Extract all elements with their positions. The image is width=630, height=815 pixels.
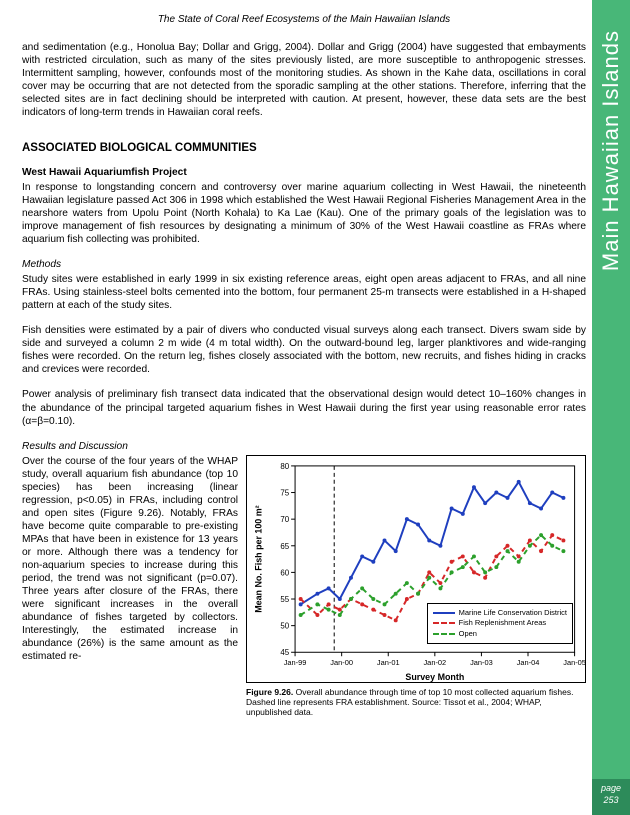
svg-text:75: 75	[280, 488, 289, 497]
methods-p2: Fish densities were estimated by a pair …	[22, 324, 586, 376]
svg-text:Jan-99: Jan-99	[284, 658, 307, 667]
svg-text:Jan-01: Jan-01	[377, 658, 400, 667]
chart-legend: Marine Life Conservation DistrictFish Re…	[427, 603, 573, 644]
figure-container: 45 50 55 60 65 70 75 80 Jan-99 Jan-00 Jan-01 Jan-02…	[246, 455, 586, 718]
subsection-heading: West Hawaii Aquariumfish Project	[22, 166, 586, 179]
running-header: The State of Coral Reef Ecosystems of th…	[22, 14, 586, 27]
figure-caption-bold: Figure 9.26.	[246, 687, 293, 697]
svg-text:Mean No. Fish per 100 m²: Mean No. Fish per 100 m²	[253, 505, 263, 612]
page-word: page	[601, 783, 621, 793]
results-body: Over the course of the four years of the…	[22, 455, 238, 718]
svg-text:Jan-04: Jan-04	[517, 658, 540, 667]
svg-text:45: 45	[280, 648, 289, 657]
subsection-body: In response to longstanding concern and …	[22, 181, 586, 246]
results-heading: Results and Discussion	[22, 440, 586, 453]
figure-caption: Figure 9.26. Overall abundance through t…	[246, 687, 586, 718]
intro-paragraph: and sedimentation (e.g., Honolua Bay; Do…	[22, 41, 586, 119]
methods-p1: Study sites were established in early 19…	[22, 273, 586, 312]
svg-text:Jan-00: Jan-00	[330, 658, 353, 667]
svg-text:Jan-05: Jan-05	[563, 658, 585, 667]
svg-text:65: 65	[280, 541, 289, 550]
figure-caption-text: Overall abundance through time of top 10…	[246, 687, 573, 717]
svg-text:Jan-02: Jan-02	[423, 658, 446, 667]
methods-heading: Methods	[22, 258, 586, 271]
page-number: 253	[603, 795, 618, 805]
svg-text:70: 70	[280, 515, 289, 524]
page-content: The State of Coral Reef Ecosystems of th…	[22, 14, 586, 717]
svg-text:Jan-03: Jan-03	[470, 658, 493, 667]
methods-p3: Power analysis of preliminary fish trans…	[22, 388, 586, 427]
svg-text:50: 50	[280, 621, 289, 630]
chart-svg: 45 50 55 60 65 70 75 80 Jan-99 Jan-00 Jan-01 Jan-02…	[247, 456, 585, 682]
svg-text:80: 80	[280, 462, 289, 471]
page-number-badge: page 253	[592, 779, 630, 815]
svg-text:60: 60	[280, 568, 289, 577]
figure-9-26: 45 50 55 60 65 70 75 80 Jan-99 Jan-00 Jan-01 Jan-02…	[246, 455, 586, 683]
side-tab-label: Main Hawaiian Islands	[598, 30, 624, 271]
side-tab: Main Hawaiian Islands	[592, 0, 630, 815]
svg-text:55: 55	[280, 595, 289, 604]
svg-text:Survey Month: Survey Month	[405, 672, 464, 682]
section-heading: ASSOCIATED BIOLOGICAL COMMUNITIES	[22, 141, 586, 156]
